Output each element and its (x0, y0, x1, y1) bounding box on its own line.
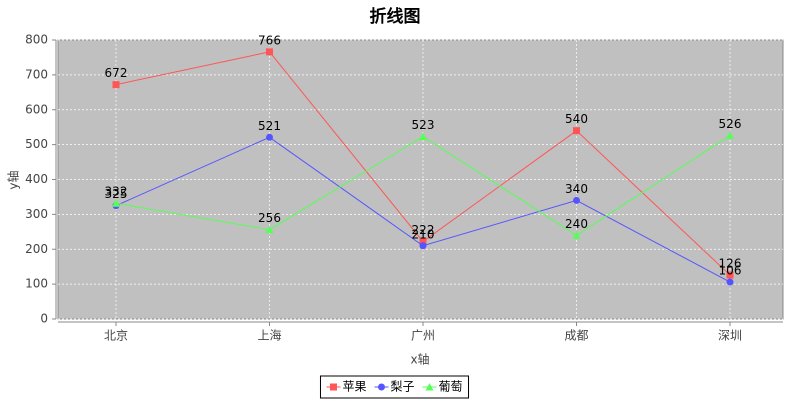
legend-marker (329, 383, 337, 391)
x-tick-label: 广州 (411, 329, 435, 343)
marker (266, 133, 273, 141)
value-label: 325 (105, 187, 128, 201)
y-tick-label: 200 (25, 242, 48, 256)
value-label: 672 (105, 66, 128, 80)
value-label: 222 (412, 223, 435, 237)
x-tick-label: 北京 (104, 329, 128, 343)
marker (112, 81, 120, 89)
y-tick-label: 100 (25, 277, 48, 291)
y-tick-label: 700 (25, 67, 48, 81)
y-tick-label: 400 (25, 172, 48, 186)
marker (573, 196, 580, 204)
y-tick-label: 500 (25, 137, 48, 151)
y-tick-label: 600 (25, 102, 48, 116)
x-axis-label: x轴 (410, 352, 429, 367)
marker (726, 271, 734, 279)
x-tick-label: 上海 (257, 328, 281, 343)
y-tick-label: 800 (25, 33, 48, 47)
x-tick-label: 成都 (564, 329, 588, 343)
marker (572, 231, 581, 239)
legend-label: 梨子 (390, 380, 414, 394)
legend-label: 苹果 (342, 380, 366, 394)
marker (266, 48, 273, 56)
marker (726, 131, 734, 140)
value-label: 521 (258, 119, 281, 133)
value-label: 332 (105, 185, 128, 199)
value-label: 340 (565, 182, 588, 196)
legend-marker (377, 383, 385, 391)
value-label: 766 (258, 33, 281, 47)
marker (265, 225, 274, 234)
value-label: 523 (412, 118, 435, 132)
marker (573, 127, 580, 135)
marker (726, 278, 734, 286)
marker (112, 199, 120, 207)
value-label: 210 (412, 227, 435, 241)
x-tick-label: 深圳 (718, 329, 742, 343)
legend-box (319, 375, 470, 399)
value-label: 240 (565, 217, 588, 231)
value-label: 540 (565, 112, 588, 126)
y-tick-label: 0 (40, 312, 48, 326)
y-axis-label: y轴 (6, 170, 21, 189)
value-label: 256 (258, 211, 281, 225)
marker (419, 132, 427, 141)
marker (419, 238, 427, 246)
legend-marker (425, 383, 434, 391)
value-label: 106 (719, 264, 742, 278)
y-tick-label: 300 (25, 207, 48, 221)
value-label: 126 (719, 257, 742, 271)
value-label: 526 (719, 117, 742, 131)
legend-label: 葡萄 (439, 380, 463, 394)
chart-title: 折线图 (370, 6, 421, 27)
legend: 苹果 梨子 葡萄 (319, 375, 470, 399)
marker (419, 242, 427, 250)
